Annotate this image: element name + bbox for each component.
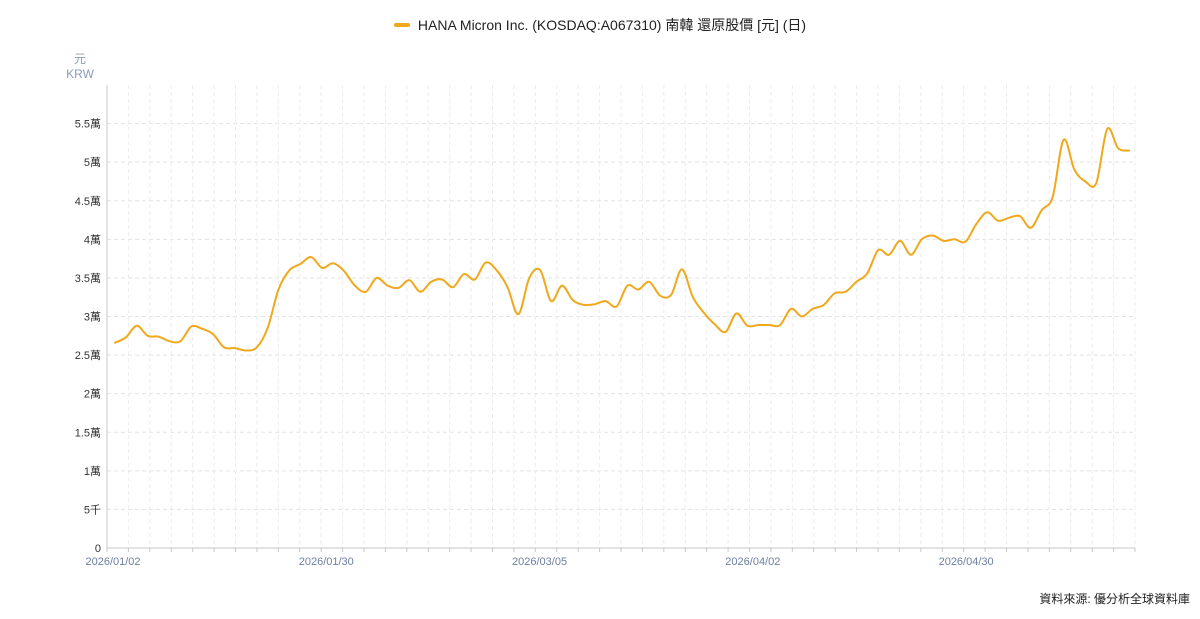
x-tick-label: 2026/04/30 (939, 556, 994, 568)
y-tick-label: 3萬 (84, 311, 101, 324)
y-tick-label: 5.5萬 (75, 118, 101, 131)
legend: HANA Micron Inc. (KOSDAQ:A067310) 南韓 還原股… (0, 14, 1200, 36)
y-axis: 0 5千 1萬 1.5萬 2萬 2.5萬 3萬 3.5萬 4萬 4.5萬 5萬 5.5萬 (75, 118, 101, 555)
y-tick-label: 2.5萬 (75, 349, 101, 362)
y-axis-unit-krw: KRW (66, 67, 94, 81)
x-tick-label: 2026/03/05 (512, 556, 567, 568)
series-layer (114, 127, 1130, 352)
y-tick-label: 5萬 (84, 156, 101, 169)
legend-label: HANA Micron Inc. (KOSDAQ:A067310) 南韓 還原股… (417, 17, 807, 33)
y-tick-label: 1.5萬 (75, 426, 101, 439)
y-tick-label: 2萬 (84, 388, 101, 401)
y-tick-label: 4.5萬 (75, 195, 101, 208)
y-tick-label: 5千 (84, 503, 101, 516)
series-line-0 (114, 127, 1130, 352)
x-tick-label: 2026/04/02 (725, 556, 780, 568)
data-source: 資料來源: 優分析全球資料庫 (1039, 592, 1190, 606)
y-tick-label: 4萬 (84, 233, 101, 246)
y-tick-label: 0 (95, 543, 101, 555)
x-axis: 2026/01/02 2026/01/30 2026/03/05 2026/04/02… (85, 85, 1136, 568)
x-tick-label: 2026/01/30 (299, 556, 354, 568)
y-tick-label: 3.5萬 (75, 272, 101, 285)
y-axis-unit-cn: 元 (73, 52, 86, 66)
legend-swatch (393, 23, 410, 27)
x-tick-label: 2026/01/02 (85, 556, 140, 568)
y-axis-unit: 元 KRW (58, 52, 102, 82)
y-tick-label: 1萬 (84, 465, 101, 478)
grid (107, 85, 1136, 548)
